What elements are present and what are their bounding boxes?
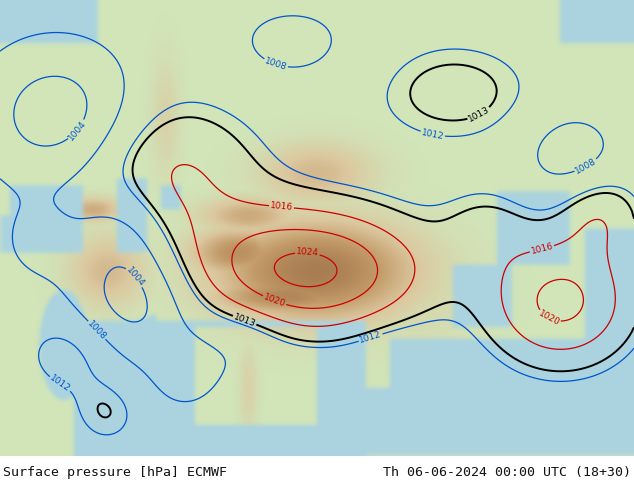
Text: Surface pressure [hPa] ECMWF: Surface pressure [hPa] ECMWF — [3, 466, 227, 479]
Text: 1020: 1020 — [262, 293, 287, 309]
Text: 1016: 1016 — [530, 242, 554, 256]
Text: 1012: 1012 — [420, 128, 445, 141]
Text: 1004: 1004 — [67, 119, 88, 142]
Text: 1008: 1008 — [263, 56, 288, 72]
Text: 1020: 1020 — [536, 309, 561, 327]
Text: 1004: 1004 — [124, 266, 146, 289]
Text: 1012: 1012 — [358, 330, 383, 345]
Text: 1012: 1012 — [48, 373, 72, 394]
Text: Th 06-06-2024 00:00 UTC (18+30): Th 06-06-2024 00:00 UTC (18+30) — [383, 466, 631, 479]
Text: 1013: 1013 — [232, 312, 257, 328]
Text: 1016: 1016 — [269, 201, 294, 213]
Text: 1013: 1013 — [467, 105, 491, 124]
Text: 1008: 1008 — [574, 156, 598, 176]
Text: 1008: 1008 — [86, 319, 108, 342]
Text: 1024: 1024 — [296, 247, 319, 258]
